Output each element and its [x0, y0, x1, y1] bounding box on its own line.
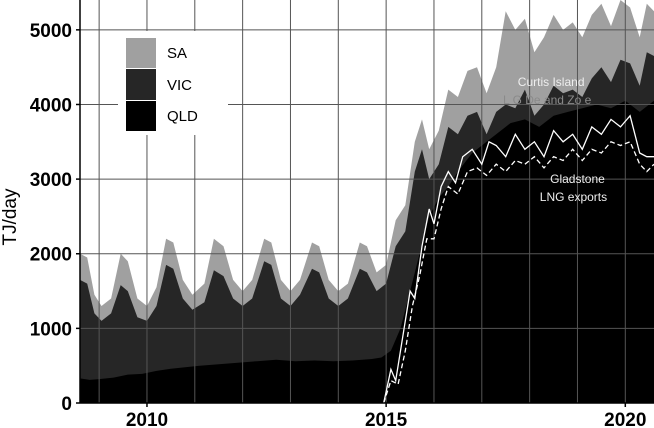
legend-swatch-qld	[126, 101, 156, 131]
y-tick-label: 0	[61, 394, 72, 415]
annotation-line2: LNG exports	[540, 190, 607, 204]
y-tick-label: 2000	[30, 245, 72, 266]
overlay-line-gladstone-exports	[383, 140, 654, 404]
annotation-line1: Gladstone	[550, 172, 605, 186]
legend-swatch-sa	[126, 38, 156, 68]
x-tick-label: 2020	[604, 410, 646, 428]
legend-label-vic: VIC	[167, 77, 192, 94]
legend-label-sa: SA	[167, 45, 187, 62]
plot-area	[80, 0, 654, 404]
y-tick-label: 1000	[30, 319, 72, 340]
axes: 0 1000 2000 3000 4000 5000 2010 2015 2020	[30, 0, 654, 428]
overlay-line-curtis-island	[383, 114, 654, 404]
annotation-line2: L G De and Zo e	[503, 93, 592, 107]
x-tick-label: 2010	[126, 410, 168, 428]
x-tick-label: 2015	[365, 410, 408, 428]
area-qld	[80, 100, 654, 404]
y-axis-title: TJ/day	[0, 188, 21, 246]
y-tick-label: 3000	[30, 170, 72, 191]
annotation-line1: Curtis Island	[518, 75, 585, 89]
overlay-lines	[383, 114, 654, 404]
legend-swatch-vic	[126, 69, 156, 100]
y-tick-label: 4000	[30, 95, 72, 116]
legend: SA VIC QLD	[118, 31, 228, 135]
annotations: Curtis Island L G De and Zo e Gladstone LNG…	[503, 75, 607, 204]
grid	[80, 0, 654, 403]
y-tick-label: 5000	[30, 21, 72, 42]
legend-label-qld: QLD	[167, 108, 198, 125]
